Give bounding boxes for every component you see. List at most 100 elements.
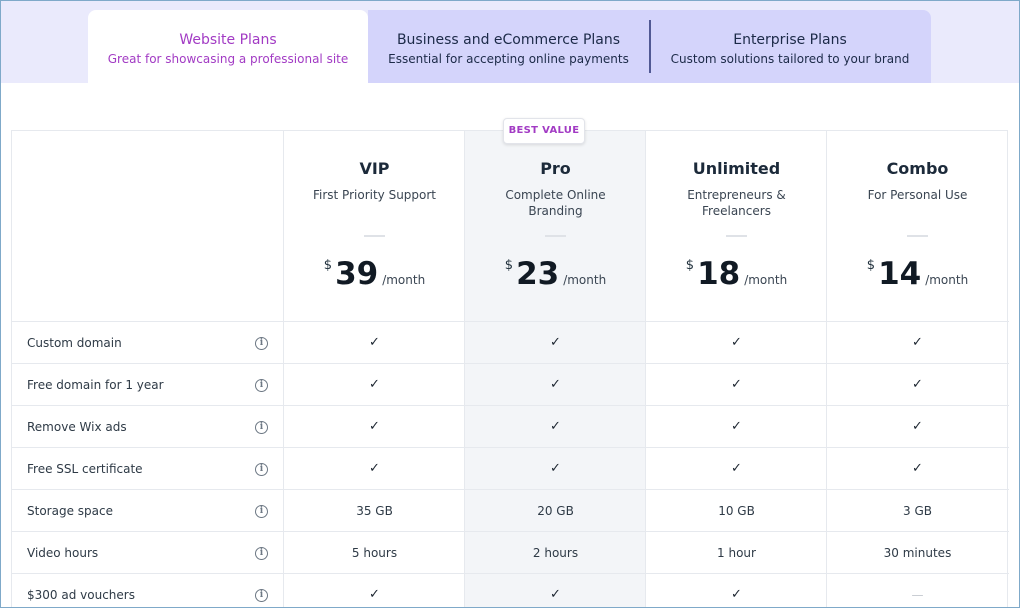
feature-row: Storage space i 35 GB 20 GB 10 GB 3 GB <box>12 490 1009 532</box>
currency-symbol: $ <box>866 258 876 273</box>
check-icon: ✓ <box>369 461 380 476</box>
plan-header-combo: Combo For Personal Use $14/month <box>827 131 1008 321</box>
best-value-badge: BEST VALUE <box>503 118 585 144</box>
feature-label: Free domain for 1 year <box>27 378 164 392</box>
plan-name: Combo <box>886 159 949 178</box>
check-icon: ✓ <box>731 419 742 434</box>
plan-header-unlimited: Unlimited Entrepreneurs & Freelancers $1… <box>646 131 827 321</box>
check-icon: ✓ <box>912 335 923 350</box>
check-icon: ✓ <box>912 419 923 434</box>
row-divider <box>12 531 1009 532</box>
info-icon[interactable]: i <box>255 589 268 602</box>
check-icon: ✓ <box>912 377 923 392</box>
plan-description: First Priority Support <box>312 188 437 202</box>
plan-name: Pro <box>540 159 571 178</box>
info-icon[interactable]: i <box>255 337 268 350</box>
feature-label: Free SSL certificate <box>27 462 143 476</box>
currency-symbol: $ <box>685 258 695 273</box>
feature-label: Video hours <box>27 546 99 560</box>
check-icon: ✓ <box>550 335 561 350</box>
tab-subtitle: Essential for accepting online payments <box>388 52 629 66</box>
tab-subtitle: Great for showcasing a professional site <box>107 52 349 66</box>
plan-comparison-table: VIP First Priority Support $39/month Pro… <box>11 130 1009 608</box>
feature-value: 2 hours <box>532 546 579 560</box>
check-icon: ✓ <box>550 461 561 476</box>
tab-subtitle: Custom solutions tailored to your brand <box>670 52 910 66</box>
plan-divider <box>907 235 928 237</box>
plan-divider <box>726 235 747 237</box>
info-icon[interactable]: i <box>255 505 268 518</box>
row-divider <box>12 489 1009 490</box>
currency-symbol: $ <box>504 258 514 273</box>
plan-price: $39/month <box>284 257 465 297</box>
price-period: /month <box>382 273 426 287</box>
check-icon: ✓ <box>550 377 561 392</box>
plan-price: $23/month <box>465 257 646 297</box>
check-icon: ✓ <box>550 587 561 602</box>
price-period: /month <box>563 273 607 287</box>
check-icon: ✓ <box>731 377 742 392</box>
feature-value: 3 GB <box>903 504 932 518</box>
plan-header-pro: Pro Complete Online Branding $23/month <box>465 131 646 321</box>
plan-tabs: Website Plans Great for showcasing a pro… <box>88 10 931 83</box>
column-divider <box>645 131 646 608</box>
tab-divider <box>649 20 651 73</box>
check-icon: ✓ <box>369 587 380 602</box>
tab-website-plans[interactable]: Website Plans Great for showcasing a pro… <box>88 10 368 83</box>
feature-row: Custom domain i ✓ ✓ ✓ ✓ <box>12 322 1009 364</box>
feature-label: Custom domain <box>27 336 122 350</box>
feature-value: 5 hours <box>351 546 398 560</box>
info-icon[interactable]: i <box>255 379 268 392</box>
check-icon: ✓ <box>369 419 380 434</box>
feature-value: 20 GB <box>537 504 574 518</box>
plan-description: For Personal Use <box>867 188 968 202</box>
row-divider <box>12 447 1009 448</box>
feature-row: Video hours i 5 hours 2 hours 1 hour 30 … <box>12 532 1009 574</box>
price-amount: 18 <box>697 256 741 292</box>
plan-divider <box>364 235 385 237</box>
pro-column-highlight <box>465 131 646 608</box>
row-divider <box>12 363 1009 364</box>
price-amount: 39 <box>335 256 379 292</box>
check-icon: ✓ <box>912 461 923 476</box>
row-divider <box>12 321 1009 322</box>
feature-value: 35 GB <box>356 504 393 518</box>
check-icon: ✓ <box>731 335 742 350</box>
feature-row: Free domain for 1 year i ✓ ✓ ✓ ✓ <box>12 364 1009 406</box>
tab-title: Enterprise Plans <box>733 32 847 48</box>
feature-label: Remove Wix ads <box>27 420 127 434</box>
feature-label: Storage space <box>27 504 113 518</box>
info-icon[interactable]: i <box>255 547 268 560</box>
check-icon: ✓ <box>550 419 561 434</box>
row-divider <box>12 405 1009 406</box>
plan-name: VIP <box>359 159 390 178</box>
info-icon[interactable]: i <box>255 463 268 476</box>
plan-description: Entrepreneurs & Freelancers <box>687 188 786 218</box>
tab-business-ecommerce-plans[interactable]: Business and eCommerce Plans Essential f… <box>368 10 649 83</box>
check-icon: ✓ <box>731 587 742 602</box>
plan-description: Complete Online Branding <box>505 188 606 218</box>
feature-row: $300 ad vouchers i ✓ ✓ ✓ — <box>12 574 1009 608</box>
plan-name: Unlimited <box>692 159 781 178</box>
plan-price: $14/month <box>827 257 1008 297</box>
currency-symbol: $ <box>323 258 333 273</box>
price-period: /month <box>925 273 969 287</box>
column-divider <box>464 131 465 608</box>
feature-value: 10 GB <box>718 504 755 518</box>
feature-label: $300 ad vouchers <box>27 588 135 602</box>
plan-header-vip: VIP First Priority Support $39/month <box>284 131 465 321</box>
row-divider <box>12 573 1009 574</box>
price-period: /month <box>744 273 788 287</box>
feature-row: Free SSL certificate i ✓ ✓ ✓ ✓ <box>12 448 1009 490</box>
tab-title: Website Plans <box>179 32 277 48</box>
plan-price: $18/month <box>646 257 827 297</box>
price-amount: 14 <box>878 256 922 292</box>
feature-row: Remove Wix ads i ✓ ✓ ✓ ✓ <box>12 406 1009 448</box>
check-icon: ✓ <box>731 461 742 476</box>
feature-value: 1 hour <box>717 546 756 560</box>
tab-enterprise-plans[interactable]: Enterprise Plans Custom solutions tailor… <box>649 10 931 83</box>
check-icon: ✓ <box>369 377 380 392</box>
check-icon: ✓ <box>369 335 380 350</box>
info-icon[interactable]: i <box>255 421 268 434</box>
plan-divider <box>545 235 566 237</box>
